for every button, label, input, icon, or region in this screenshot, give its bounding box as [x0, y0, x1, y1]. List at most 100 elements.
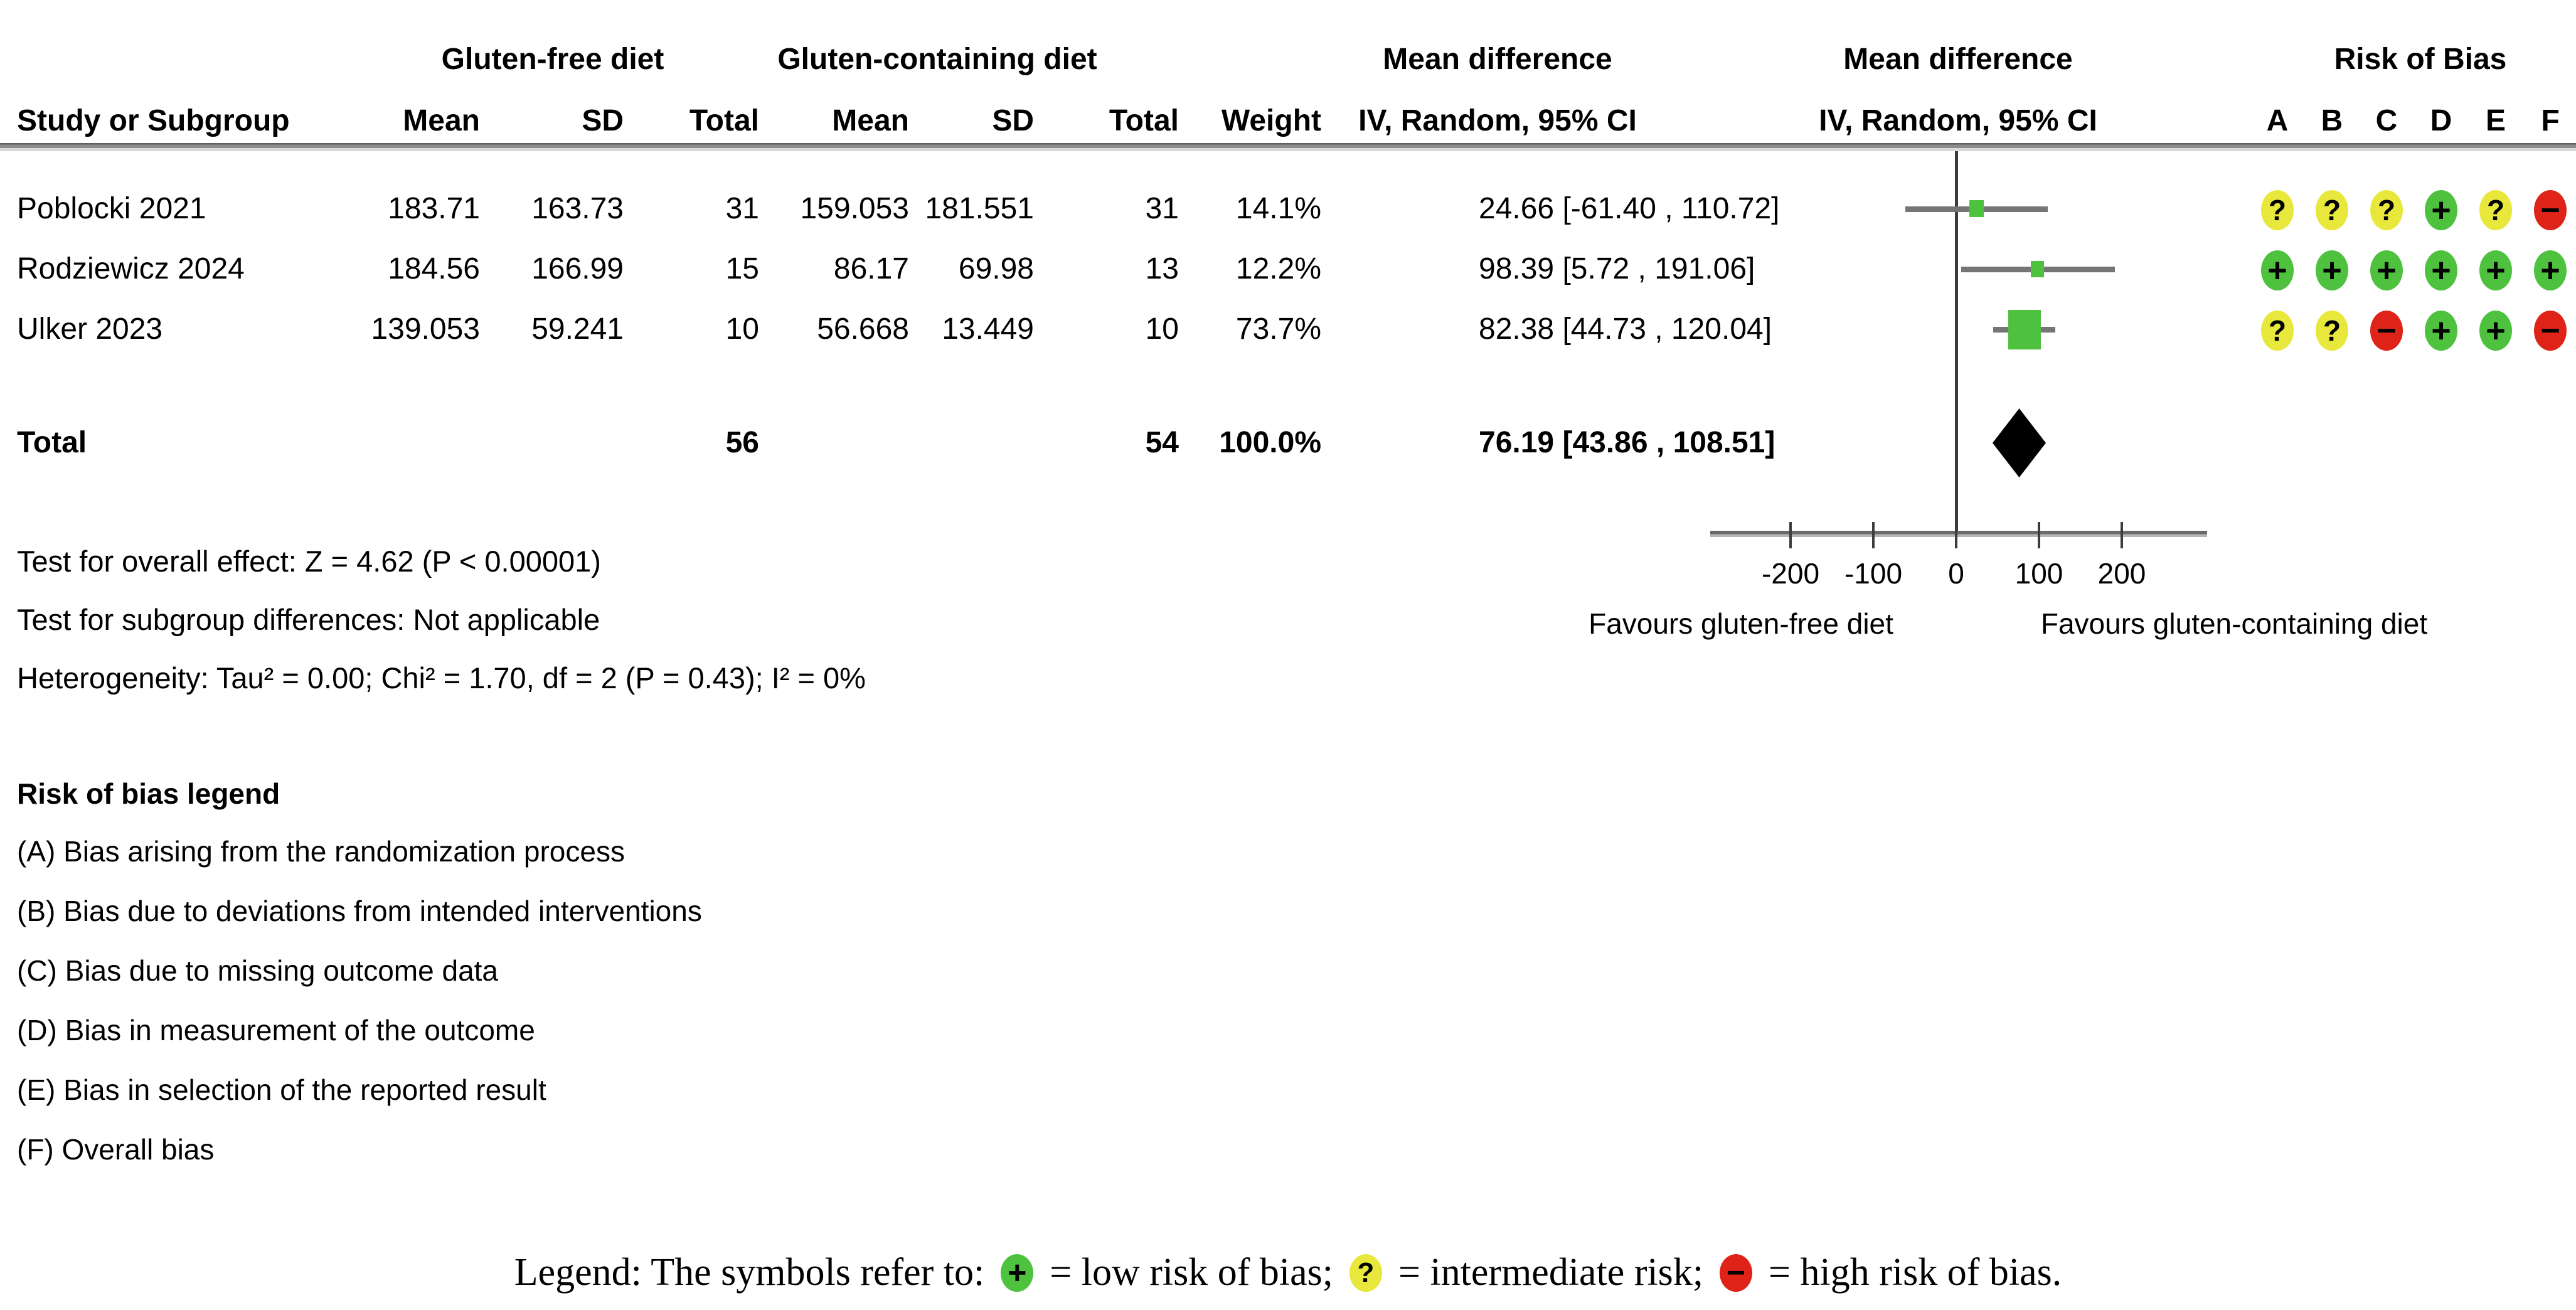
axis-tick [1955, 522, 1957, 548]
rob-legend-item: (E) Bias in selection of the reported re… [17, 1073, 546, 1106]
study-gf_total: 15 [725, 252, 759, 285]
axis-tick-label: 100 [2014, 557, 2063, 590]
study-weight: 12.2% [1235, 252, 1321, 285]
study-weight: 14.1% [1235, 192, 1321, 225]
study-gf_sd: 166.99 [531, 252, 624, 285]
axis-tick-label: -100 [1844, 557, 1903, 590]
rob-low-icon: + [2370, 250, 2403, 290]
study-gc_total: 31 [1145, 192, 1179, 225]
rob-col-letter: D [2430, 104, 2452, 137]
study-name: Rodziewicz 2024 [17, 252, 245, 285]
total-weight: 100.0% [1219, 426, 1321, 459]
axis-label-favours-right: Favours gluten-containing diet [2040, 607, 2428, 640]
study-gf_sd: 59.241 [531, 312, 624, 346]
axis-tick [1789, 522, 1792, 548]
col-header-total-2: Total [1109, 104, 1179, 137]
rob-intermediate-icon: ? [2479, 190, 2512, 230]
figure-caption: Legend: The symbols refer to: + = low ris… [0, 1250, 2576, 1295]
rob-low-icon: + [2425, 250, 2457, 290]
rob-col-letter: E [2485, 104, 2506, 137]
study-gc_mean: 86.17 [833, 252, 909, 285]
group-header-gluten-containing: Gluten-containing diet [777, 43, 1097, 76]
study-ci_text: 82.38 [44.73 , 120.04] [1479, 312, 1772, 346]
caption-high-risk-icon: − [1720, 1254, 1753, 1292]
rob-intermediate-icon: ? [2370, 190, 2403, 230]
study-weight: 73.7% [1235, 312, 1321, 346]
rob-col-letter: C [2375, 104, 2398, 137]
rob-legend-item: (A) Bias arising from the randomization … [17, 835, 625, 868]
study-gf_total: 10 [725, 312, 759, 346]
rob-low-icon: + [2479, 311, 2512, 351]
col-header-mean-1: Mean [403, 104, 480, 137]
study-gc_mean: 159.053 [800, 192, 909, 225]
study-gc_sd: 69.98 [958, 252, 1034, 285]
study-gc_total: 13 [1145, 252, 1179, 285]
total-label: Total [17, 426, 87, 459]
rob-intermediate-icon: ? [2261, 311, 2294, 351]
col-header-mean-2: Mean [832, 104, 909, 137]
axis-tick [1872, 522, 1875, 548]
total-ci-text: 76.19 [43.86 , 108.51] [1479, 426, 1775, 459]
rob-low-icon: + [2261, 250, 2294, 290]
rob-high-icon: − [2370, 311, 2403, 351]
caption-intermediate-risk-icon: ? [1349, 1254, 1382, 1292]
col-header-study: Study or Subgroup [17, 104, 290, 137]
rob-high-icon: − [2534, 190, 2567, 230]
point-estimate-square [2008, 310, 2041, 349]
group-header-risk-of-bias: Risk of Bias [2334, 43, 2507, 76]
axis-tick-label: 0 [1948, 557, 1964, 590]
axis-label-favours-left: Favours gluten-free diet [1589, 607, 1893, 640]
axis-tick [2121, 522, 2123, 548]
rob-low-icon: + [2425, 190, 2457, 230]
rob-low-icon: + [2534, 250, 2567, 290]
caption-text: = intermediate risk; [1398, 1251, 1704, 1294]
study-ci_text: 24.66 [-61.40 , 110.72] [1479, 192, 1780, 225]
rob-intermediate-icon: ? [2316, 190, 2348, 230]
rob-intermediate-icon: ? [2261, 190, 2294, 230]
rob-col-letter: F [2541, 104, 2560, 137]
zero-effect-line [1955, 151, 1958, 537]
pooled-estimate-diamond [1993, 408, 2046, 477]
axis-tick [2038, 522, 2040, 548]
rob-legend-title: Risk of bias legend [17, 777, 280, 810]
column-group-mean-difference-plot: Mean difference [1843, 43, 2073, 76]
group-header-gluten-free: Gluten-free diet [441, 43, 664, 76]
axis-tick-label: 200 [2097, 557, 2146, 590]
col-header-total-1: Total [689, 104, 759, 137]
rob-legend-item: (C) Bias due to missing outcome data [17, 954, 499, 987]
study-ci_text: 98.39 [5.72 , 191.06] [1479, 252, 1755, 285]
rob-intermediate-icon: ? [2316, 311, 2348, 351]
rob-legend-item: (B) Bias due to deviations from intended… [17, 895, 702, 927]
rob-col-letter: A [2266, 104, 2289, 137]
col-header-weight: Weight [1221, 104, 1321, 137]
column-group-mean-difference-text: Mean difference [1383, 43, 1612, 76]
study-name: Ulker 2023 [17, 312, 163, 346]
study-gc_mean: 56.668 [817, 312, 909, 346]
study-gc_total: 10 [1145, 312, 1179, 346]
footnote-line: Heterogeneity: Tau² = 0.00; Chi² = 1.70,… [17, 661, 866, 695]
study-gf_mean: 183.71 [388, 192, 480, 225]
study-gf_sd: 163.73 [531, 192, 624, 225]
caption-text: = high risk of bias. [1769, 1251, 2062, 1294]
rob-low-icon: + [2316, 250, 2348, 290]
study-gc_sd: 13.449 [942, 312, 1034, 346]
rob-low-icon: + [2479, 250, 2512, 290]
col-header-sd-2: SD [992, 104, 1034, 137]
total-gc-total: 54 [1145, 426, 1179, 459]
footnote-line: Test for subgroup differences: Not appli… [17, 603, 600, 636]
total-gf-total: 56 [725, 426, 759, 459]
caption-prefix: Legend: The symbols refer to: [514, 1251, 985, 1294]
axis-tick-label: -200 [1761, 557, 1820, 590]
point-estimate-square [1969, 200, 1984, 217]
rob-legend-item: (D) Bias in measurement of the outcome [17, 1014, 535, 1046]
rob-col-letter: B [2321, 104, 2343, 137]
study-gf_total: 31 [725, 192, 759, 225]
footnote-line: Test for overall effect: Z = 4.62 (P < 0… [17, 545, 601, 578]
col-header-ci-text: IV, Random, 95% CI [1358, 104, 1637, 137]
rob-high-icon: − [2534, 311, 2567, 351]
point-estimate-square [2031, 261, 2044, 277]
study-gf_mean: 139.053 [371, 312, 480, 346]
x-axis-line [1710, 531, 2207, 537]
header-separator-line [0, 143, 2576, 151]
